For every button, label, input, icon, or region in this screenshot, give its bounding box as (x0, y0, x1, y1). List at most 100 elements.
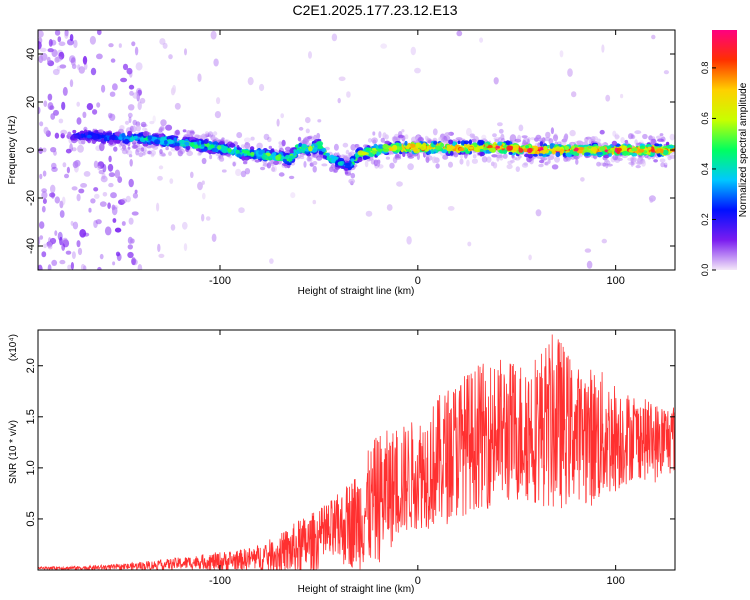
heatmap-cell (143, 150, 149, 155)
heatmap-cell (38, 106, 41, 115)
heatmap-cell (317, 119, 322, 123)
heatmap-cell (190, 171, 194, 178)
heatmap-cell (305, 128, 310, 134)
heatmap-cell (69, 34, 74, 42)
heatmap-cell (331, 158, 336, 164)
heatmap-cell (38, 41, 42, 50)
heatmap-cell (278, 172, 285, 177)
heatmap-cell (299, 155, 305, 160)
y-tick-label: -20 (25, 190, 37, 206)
heatmap-cell (262, 163, 269, 167)
heatmap-cell (573, 155, 578, 160)
heatmap-cell (174, 145, 180, 151)
heatmap-cell (261, 154, 268, 160)
heatmap-cell (80, 263, 86, 270)
heatmap-cell (554, 156, 560, 163)
heatmap-cell (299, 153, 305, 157)
heatmap-cell (174, 142, 179, 147)
heatmap-cell (631, 147, 638, 152)
snr-ticks: -100 0 100 0.5 1.0 1.5 2.0 (25, 330, 675, 587)
heatmap-cell (78, 66, 86, 74)
heatmap-cell (511, 154, 515, 159)
heatmap-cell (624, 139, 629, 144)
heatmap-cell (603, 154, 610, 159)
heatmap-cell (107, 202, 111, 209)
heatmap-cell (344, 167, 349, 171)
heatmap-cell (42, 147, 47, 153)
heatmap-cell (54, 230, 58, 236)
heatmap-cell (137, 133, 143, 137)
heatmap-cell (301, 144, 308, 149)
heatmap-cell (621, 150, 629, 156)
heatmap-cell (107, 163, 114, 172)
heatmap-cell (48, 39, 53, 47)
heatmap-cell (96, 53, 103, 60)
heatmap-cell (432, 128, 438, 136)
heatmap-cell (416, 153, 420, 160)
heatmap-cell (298, 142, 303, 147)
heatmap-cell (307, 158, 313, 163)
heatmap-cell (481, 156, 488, 163)
heatmap-cell (563, 157, 569, 162)
heatmap-cell (122, 144, 127, 150)
heatmap-cell (235, 168, 242, 177)
heatmap-cell (468, 139, 472, 145)
heatmap-cell (263, 133, 270, 141)
heatmap-cell (217, 156, 221, 160)
heatmap-cell (232, 161, 236, 167)
heatmap-cell (200, 144, 205, 148)
heatmap-cell (446, 144, 451, 148)
heatmap-cell (165, 146, 169, 151)
heatmap-cell (530, 137, 536, 141)
heatmap-cell (288, 175, 295, 180)
heatmap-cell (42, 198, 47, 204)
heatmap-cell (115, 139, 121, 144)
heatmap-cell (350, 172, 356, 179)
snr-y-axis-label: SNR (10 * v/v) (8, 420, 19, 484)
heatmap-cell (364, 160, 369, 168)
heatmap-cell (77, 64, 81, 70)
heatmap-cell (578, 149, 583, 154)
heatmap-cell (502, 149, 508, 155)
heatmap-cell (99, 201, 107, 207)
heatmap-cell (559, 50, 564, 58)
heatmap-cell (100, 175, 108, 183)
heatmap-cell (392, 136, 399, 140)
heatmap-cell (363, 156, 371, 160)
heatmap-cell (201, 180, 205, 185)
heatmap-cell (236, 153, 242, 158)
heatmap-cell (605, 162, 609, 169)
heatmap-cell (101, 172, 106, 180)
heatmap-cell (201, 157, 207, 165)
heatmap-cell (387, 147, 394, 151)
heatmap-cell (97, 266, 102, 270)
heatmap-cell (66, 166, 70, 174)
heatmap-cell (211, 233, 217, 242)
heatmap-cell (659, 133, 664, 137)
heatmap-cell (77, 144, 84, 153)
heatmap-cell (382, 132, 387, 140)
spectrogram-marks (38, 30, 675, 270)
heatmap-cell (550, 127, 555, 135)
heatmap-cell (269, 159, 274, 165)
heatmap-cell (254, 159, 260, 163)
heatmap-cell (539, 150, 547, 155)
heatmap-cell (489, 148, 495, 153)
heatmap-cell (83, 171, 91, 177)
heatmap-cell (599, 146, 606, 152)
heatmap-cell (472, 154, 477, 159)
heatmap-cell (599, 129, 605, 135)
heatmap-cell (657, 153, 661, 157)
heatmap-cell (348, 152, 353, 158)
heatmap-cell (221, 149, 228, 154)
heatmap-cell (65, 148, 72, 154)
heatmap-cell (132, 135, 138, 139)
heatmap-cell (93, 220, 98, 228)
heatmap-cell (340, 165, 346, 169)
heatmap-cell (634, 130, 642, 135)
heatmap-cell (170, 87, 176, 96)
heatmap-cell (273, 160, 279, 165)
spectrogram-panel: -100 0 100 -40 -20 0 20 40 Height of straight l… (7, 29, 676, 297)
heatmap-cell (537, 137, 543, 142)
heatmap-cell (53, 109, 59, 116)
